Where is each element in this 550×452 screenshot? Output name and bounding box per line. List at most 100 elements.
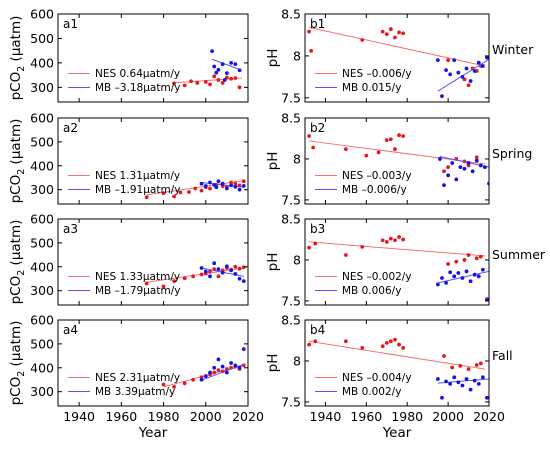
data-point-mb <box>462 166 467 171</box>
data-point-mb <box>460 383 465 388</box>
data-point-nes <box>172 194 177 199</box>
data-point-nes <box>233 264 238 269</box>
data-point-nes <box>307 134 311 138</box>
x-tick-label: 2020 <box>473 409 505 424</box>
x-tick-label: 1960 <box>350 409 382 424</box>
trend-line-nes-b3 <box>309 241 485 257</box>
data-point-nes <box>401 31 406 36</box>
data-point-mb <box>220 270 225 275</box>
data-point-nes <box>393 35 397 40</box>
legend-entry-mb: MB 3.39μatm/y <box>95 386 175 398</box>
data-point-nes <box>401 134 406 138</box>
data-point-mb <box>464 66 469 71</box>
data-point-nes <box>474 256 479 261</box>
y-axis-label: pCO2 (μatm) <box>8 16 27 101</box>
data-point-mb <box>233 184 238 189</box>
data-point-mb <box>448 270 453 275</box>
trend-line-mb-a1 <box>211 58 242 71</box>
data-point-mb <box>440 276 444 280</box>
y-tick-label: 8.5 <box>281 212 301 227</box>
data-point-nes <box>478 254 483 259</box>
data-point-mb <box>444 68 448 73</box>
data-point-mb <box>220 181 225 186</box>
data-point-mb <box>435 377 440 381</box>
data-point-nes <box>189 79 193 84</box>
y-tick-label: 400 <box>30 55 54 70</box>
data-point-nes <box>199 188 204 193</box>
data-point-mb <box>203 269 208 274</box>
data-point-nes <box>172 384 177 389</box>
data-point-nes <box>233 181 238 186</box>
panel-label: b3 <box>310 222 325 236</box>
trend-line-mb-b1 <box>437 58 489 92</box>
data-point-mb <box>224 186 229 191</box>
data-point-mb <box>233 363 238 368</box>
data-point-mb <box>208 274 212 279</box>
data-point-mb <box>485 395 489 400</box>
x-tick-label: 2000 <box>190 409 222 424</box>
data-point-mb <box>485 55 489 60</box>
data-point-mb <box>438 157 442 161</box>
season-label: Fall <box>492 348 513 363</box>
y-tick-label: 300 <box>30 283 54 298</box>
data-point-nes <box>384 138 389 143</box>
y-tick-label: 500 <box>30 31 54 46</box>
data-point-mb <box>442 183 446 188</box>
legend-entry-mb: MB –0.006/y <box>342 184 407 196</box>
data-point-nes <box>313 339 318 344</box>
y-tick-label: 8 <box>293 252 301 267</box>
season-label: Winter <box>492 42 534 57</box>
data-point-nes <box>172 81 177 86</box>
data-point-nes <box>397 235 401 239</box>
y-tick-label: 8 <box>293 151 301 166</box>
data-point-nes <box>397 133 401 138</box>
data-point-mb <box>212 261 217 266</box>
data-point-mb <box>458 165 463 170</box>
plot-area-b3 <box>307 235 489 302</box>
y-axis-label: pCO2 (μatm) <box>8 321 27 406</box>
y-tick-label: 500 <box>30 336 54 351</box>
x-tick-label: 2000 <box>432 409 464 424</box>
data-point-nes <box>446 262 451 266</box>
data-point-mb <box>460 276 465 280</box>
data-point-mb <box>444 379 448 384</box>
x-axis-label: Year <box>382 425 412 441</box>
data-point-mb <box>216 67 221 72</box>
data-point-mb <box>224 71 229 76</box>
panel-label: a3 <box>63 222 78 236</box>
data-point-mb <box>474 158 479 163</box>
data-point-nes <box>388 236 393 241</box>
data-point-nes <box>364 153 369 158</box>
y-axis-label: pH <box>265 253 281 272</box>
data-point-nes <box>313 241 318 246</box>
plot-frame <box>304 319 490 407</box>
season-label: Spring <box>492 146 532 161</box>
data-point-mb <box>233 272 238 276</box>
data-point-mb <box>241 347 246 352</box>
data-point-nes <box>376 150 381 155</box>
trend-line-nes-a3 <box>146 267 244 283</box>
data-point-nes <box>216 368 221 373</box>
y-tick-label: 7.5 <box>281 293 301 308</box>
data-point-mb <box>444 280 448 285</box>
legend-entry-nes: NES –0.002/y <box>342 271 412 283</box>
panel-b2: 7.5 8 8.5 b2 NES –0.003/y MB –0.006/y pH Spring <box>265 111 532 208</box>
data-point-mb <box>222 78 227 82</box>
data-point-nes <box>380 29 385 34</box>
data-point-nes <box>311 145 316 150</box>
legend-entry-mb: MB 0.006/y <box>342 285 401 297</box>
trend-line-nes-b4 <box>309 340 485 370</box>
panel-a1: 300 400 500 600 a1 NES 0.64μatm/y MB –3.18μatm… <box>8 7 249 103</box>
x-tick-label: 1940 <box>63 409 95 424</box>
data-point-nes <box>241 179 246 184</box>
y-axis-label: pH <box>265 152 281 171</box>
data-point-nes <box>191 274 196 279</box>
data-point-nes <box>144 281 149 286</box>
y-tick-label: 600 <box>30 313 54 328</box>
data-point-mb <box>468 279 473 284</box>
y-axis-label: pH <box>265 354 281 373</box>
data-point-mb <box>483 165 487 170</box>
data-point-nes <box>466 253 471 257</box>
legend-entry-mb: MB 0.015/y <box>342 82 401 94</box>
data-point-mb <box>440 94 444 99</box>
